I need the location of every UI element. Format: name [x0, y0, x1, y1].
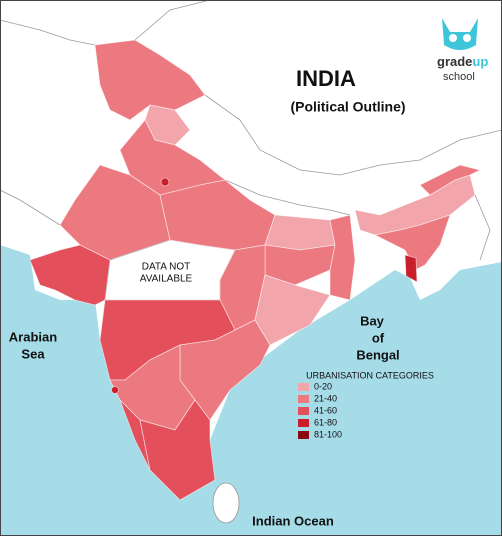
legend: 0-20 21-40 41-60 61-80 81-100	[298, 381, 342, 439]
logo-subtext: school	[443, 71, 475, 83]
state	[354, 174, 476, 236]
border-line	[204, 94, 502, 176]
subtitle: (Political Outline)	[290, 99, 405, 115]
state	[111, 386, 119, 394]
border-line	[0, 19, 96, 46]
title: INDIA	[296, 66, 356, 91]
legend-swatch	[298, 395, 309, 403]
legend-swatch	[298, 383, 309, 391]
logo-text: gradeup	[437, 54, 488, 69]
no-data-label: AVAILABLE	[140, 274, 193, 285]
legend-label: 61-80	[314, 417, 337, 427]
sea-label: Arabian	[9, 329, 57, 344]
sea-label: Indian Ocean	[252, 513, 334, 528]
legend-label: 81-100	[314, 429, 342, 439]
logo-text: up	[472, 54, 488, 69]
legend-label: 21-40	[314, 393, 337, 403]
no-data-label: DATA NOT	[142, 262, 191, 273]
legend-title: URBANISATION CATEGORIES	[306, 370, 434, 380]
logo-text: grade	[437, 54, 472, 69]
border-line	[0, 189, 61, 226]
state	[160, 177, 170, 187]
state	[419, 164, 482, 196]
neighbour-borders	[0, 0, 502, 261]
logo-icon	[463, 34, 471, 42]
state	[264, 214, 336, 251]
state	[29, 244, 111, 306]
legend-swatch	[298, 419, 309, 427]
state	[404, 254, 418, 283]
border-line	[134, 0, 211, 41]
state	[329, 214, 356, 301]
state	[139, 399, 216, 501]
legend-label: 0-20	[314, 381, 332, 391]
border-line	[224, 179, 351, 216]
legend-swatch	[298, 407, 309, 415]
logo: gradeup school	[437, 18, 488, 83]
sea	[0, 245, 502, 536]
legend-label: 41-60	[314, 405, 337, 415]
border-line	[474, 194, 491, 261]
sea-label: Bengal	[356, 347, 399, 362]
legend-swatch	[298, 431, 309, 439]
logo-icon	[449, 34, 457, 42]
sea-label: Bay	[360, 313, 385, 328]
logo-icon	[442, 18, 478, 50]
sri-lanka	[212, 482, 240, 524]
states	[29, 39, 482, 501]
sea-label: Sea	[21, 346, 45, 361]
sea-label: of	[372, 330, 385, 345]
